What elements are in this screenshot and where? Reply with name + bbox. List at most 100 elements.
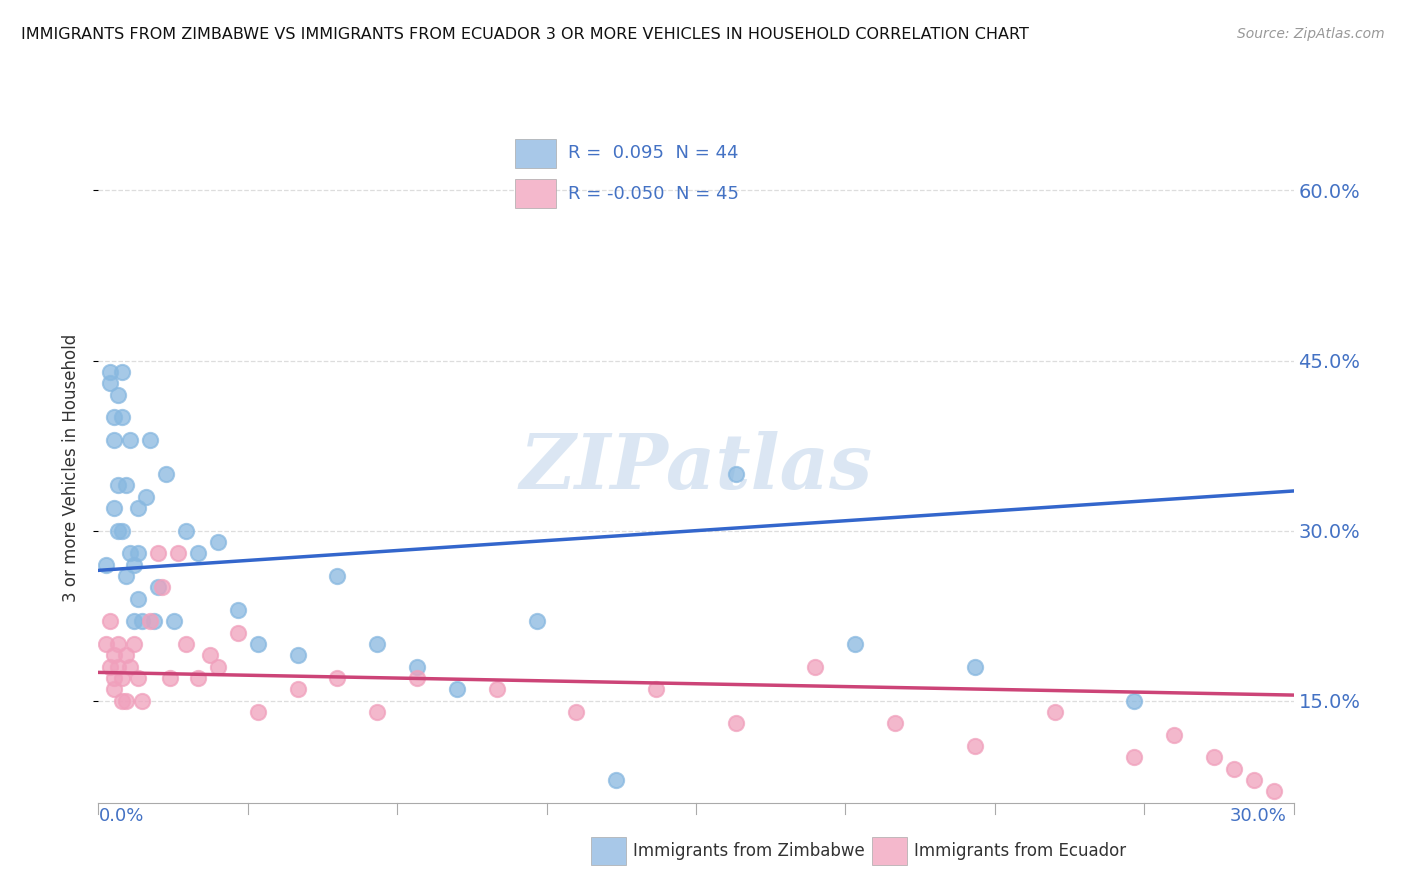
- Text: Immigrants from Zimbabwe: Immigrants from Zimbabwe: [633, 842, 865, 860]
- FancyBboxPatch shape: [516, 139, 555, 168]
- Point: [107, 478, 129, 492]
- Point: [963, 739, 986, 753]
- Point: [207, 659, 229, 673]
- Point: [174, 524, 197, 538]
- Point: [139, 615, 162, 629]
- Point: [287, 648, 309, 663]
- Point: [103, 410, 125, 425]
- Point: [366, 705, 388, 719]
- Point: [148, 546, 170, 560]
- Point: [111, 410, 134, 425]
- Point: [127, 500, 149, 515]
- Point: [107, 387, 129, 401]
- Point: [207, 535, 229, 549]
- Text: Immigrants from Ecuador: Immigrants from Ecuador: [914, 842, 1126, 860]
- Point: [406, 659, 429, 673]
- Point: [100, 376, 122, 391]
- Point: [526, 615, 548, 629]
- Point: [100, 365, 122, 379]
- Point: [159, 671, 181, 685]
- Point: [111, 694, 134, 708]
- Point: [103, 500, 125, 515]
- Point: [963, 659, 986, 673]
- Point: [246, 705, 269, 719]
- Point: [155, 467, 177, 481]
- Point: [135, 490, 157, 504]
- Point: [406, 671, 429, 685]
- Point: [139, 433, 162, 447]
- Text: R = -0.050  N = 45: R = -0.050 N = 45: [568, 185, 740, 202]
- Point: [115, 569, 138, 583]
- Point: [565, 705, 588, 719]
- Point: [174, 637, 197, 651]
- Point: [148, 580, 170, 594]
- Point: [246, 637, 269, 651]
- Point: [1202, 750, 1225, 764]
- Point: [107, 637, 129, 651]
- Point: [111, 524, 134, 538]
- Point: [724, 716, 747, 731]
- Point: [100, 659, 122, 673]
- Point: [187, 546, 209, 560]
- Point: [226, 603, 249, 617]
- Point: [115, 648, 138, 663]
- Point: [103, 682, 125, 697]
- Point: [485, 682, 508, 697]
- Point: [120, 433, 142, 447]
- Point: [804, 659, 827, 673]
- Point: [645, 682, 668, 697]
- Point: [143, 615, 166, 629]
- Text: 30.0%: 30.0%: [1230, 807, 1286, 825]
- Point: [115, 478, 138, 492]
- Point: [150, 580, 173, 594]
- Y-axis label: 3 or more Vehicles in Household: 3 or more Vehicles in Household: [62, 334, 80, 602]
- Point: [124, 558, 146, 572]
- Point: [884, 716, 907, 731]
- Point: [163, 615, 186, 629]
- Point: [131, 615, 153, 629]
- Point: [1123, 694, 1146, 708]
- Point: [120, 546, 142, 560]
- Point: [326, 569, 349, 583]
- Point: [724, 467, 747, 481]
- Point: [103, 433, 125, 447]
- Text: Source: ZipAtlas.com: Source: ZipAtlas.com: [1237, 27, 1385, 41]
- Point: [124, 615, 146, 629]
- Point: [127, 546, 149, 560]
- Point: [226, 625, 249, 640]
- Point: [287, 682, 309, 697]
- Point: [167, 546, 190, 560]
- Point: [198, 648, 221, 663]
- Point: [605, 773, 627, 788]
- Point: [124, 637, 146, 651]
- Point: [1043, 705, 1066, 719]
- Point: [111, 365, 134, 379]
- Point: [107, 659, 129, 673]
- Point: [103, 671, 125, 685]
- Point: [127, 671, 149, 685]
- Point: [1163, 728, 1185, 742]
- Point: [1222, 762, 1246, 776]
- Point: [115, 694, 138, 708]
- Point: [187, 671, 209, 685]
- Point: [366, 637, 388, 651]
- Point: [111, 671, 134, 685]
- Text: 0.0%: 0.0%: [98, 807, 143, 825]
- Point: [96, 637, 118, 651]
- Point: [100, 615, 122, 629]
- Text: ZIPatlas: ZIPatlas: [519, 432, 873, 505]
- Point: [120, 659, 142, 673]
- Text: IMMIGRANTS FROM ZIMBABWE VS IMMIGRANTS FROM ECUADOR 3 OR MORE VEHICLES IN HOUSEH: IMMIGRANTS FROM ZIMBABWE VS IMMIGRANTS F…: [21, 27, 1029, 42]
- Point: [127, 591, 149, 606]
- Point: [844, 637, 866, 651]
- Text: R =  0.095  N = 44: R = 0.095 N = 44: [568, 145, 738, 162]
- Point: [446, 682, 468, 697]
- Point: [131, 694, 153, 708]
- Point: [107, 524, 129, 538]
- Point: [1263, 784, 1285, 798]
- Point: [96, 558, 118, 572]
- Point: [1123, 750, 1146, 764]
- Point: [103, 648, 125, 663]
- FancyBboxPatch shape: [516, 179, 555, 208]
- Point: [326, 671, 349, 685]
